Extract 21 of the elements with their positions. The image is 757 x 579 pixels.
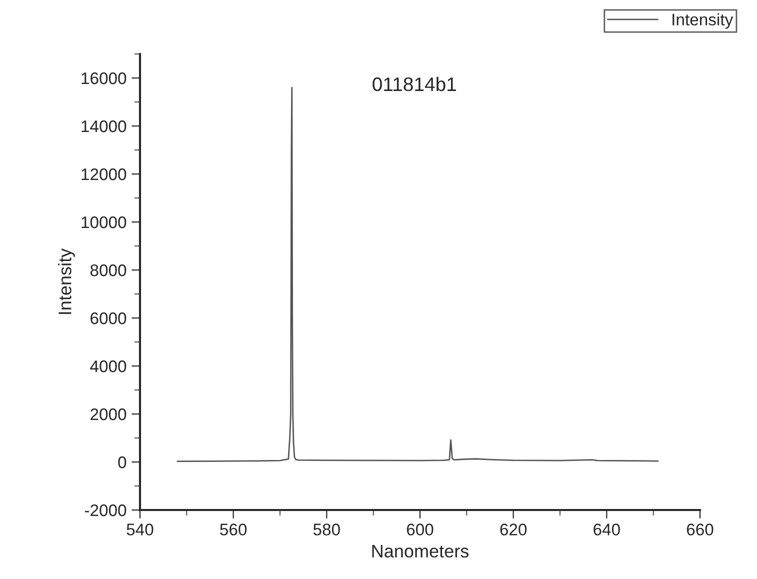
y-tick-label: 6000 bbox=[90, 312, 126, 324]
x-tick-label: 560 bbox=[220, 524, 247, 536]
legend-label: Intensity bbox=[672, 13, 734, 29]
y-tick-label: 10000 bbox=[82, 216, 126, 228]
y-tick-label: 4000 bbox=[90, 360, 126, 372]
text: 011814b1 bbox=[372, 76, 456, 92]
y-tick-label: 14000 bbox=[82, 120, 126, 132]
x-axis-title: Nanometers bbox=[372, 544, 469, 558]
y-tick-label: 8000 bbox=[90, 264, 126, 276]
x-tick-label: 580 bbox=[313, 524, 340, 536]
y-tick-label: -2000 bbox=[84, 504, 126, 516]
x-tick-label: 640 bbox=[594, 524, 620, 536]
x-tick-label: 620 bbox=[500, 524, 527, 536]
y-tick-label: 2000 bbox=[90, 408, 126, 420]
y-tick-label: 12000 bbox=[82, 168, 126, 180]
x-tick-label: 660 bbox=[686, 524, 714, 536]
y-tick-label: 16000 bbox=[82, 72, 126, 84]
y-axis-title: Intensity bbox=[58, 248, 75, 314]
x-tick-label: 540 bbox=[126, 524, 154, 536]
x-tick-label: 600 bbox=[406, 524, 434, 536]
y-tick-label: 0 bbox=[118, 456, 126, 468]
